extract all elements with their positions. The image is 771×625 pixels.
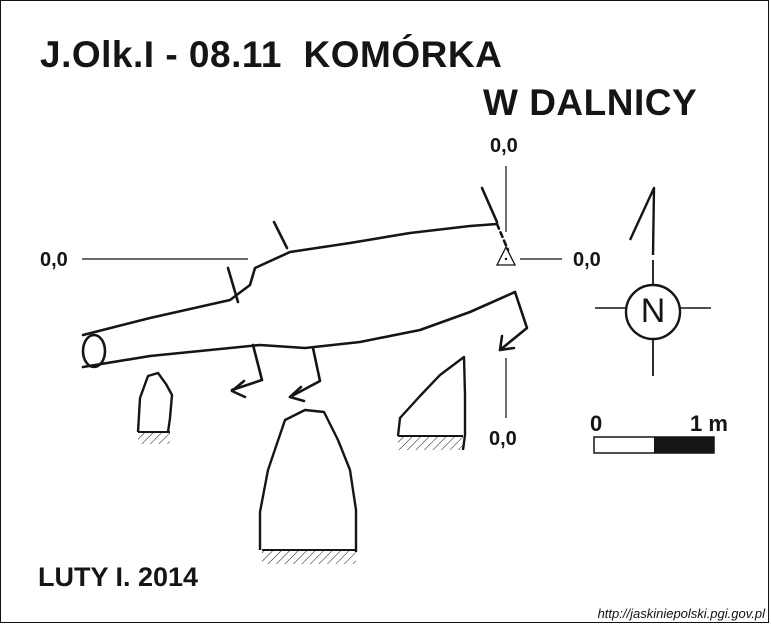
coord-label-left: 0,0	[40, 249, 68, 271]
cross-sections	[136, 355, 467, 552]
source-url: http://jaskiniepolski.pgi.gov.pl	[597, 606, 765, 621]
section-arrow-2	[288, 346, 322, 399]
cross-section-c	[396, 355, 467, 451]
cross-section-a	[136, 371, 174, 433]
north-arrow	[595, 186, 711, 376]
section-arrow-1	[230, 343, 264, 392]
coord-label-right: 0,0	[573, 249, 601, 271]
survey-axes	[82, 166, 562, 418]
survey-point-triangle	[495, 245, 517, 266]
cross-section-b	[258, 408, 358, 552]
scale-bar	[593, 436, 715, 454]
coord-label-bottom: 0,0	[489, 428, 517, 450]
section-arrow-3	[498, 290, 529, 352]
scale-end-label: 1 m	[690, 411, 728, 436]
section-arrows	[230, 290, 529, 403]
map-title-line1: J.Olk.I - 08.11 KOMÓRKA	[40, 34, 503, 75]
cave-outline	[81, 186, 517, 369]
section-floors	[138, 431, 463, 564]
survey-date: LUTY I. 2014	[38, 562, 199, 592]
coord-label-top: 0,0	[490, 135, 518, 157]
map-title-line2: W DALNICY	[483, 82, 698, 123]
north-label: N	[640, 292, 666, 330]
scale-start-label: 0	[590, 411, 603, 436]
